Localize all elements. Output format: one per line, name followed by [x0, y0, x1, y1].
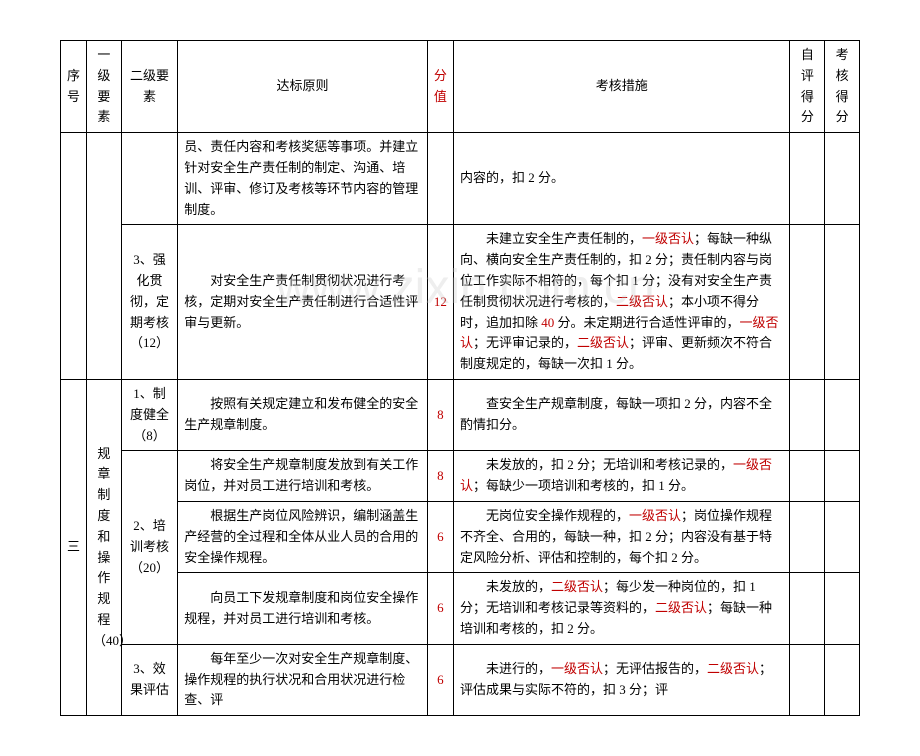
cell-level1: 规章制度和操作规程（40）: [87, 379, 122, 715]
cell-principle: 根据生产岗位风险辨识，编制涵盖生产经营的全过程和全体从业人员的合用的安全操作规程…: [178, 501, 428, 572]
cell-check: [825, 379, 860, 450]
cell-principle: 将安全生产规章制度发放到有关工作岗位，并对员工进行培训和考核。: [178, 451, 428, 502]
cell-self: [790, 451, 825, 502]
header-principle: 达标原则: [178, 41, 428, 133]
cell-seq: 三: [61, 379, 87, 715]
cell-level2: 3、强化贯彻，定期考核（12）: [121, 225, 177, 380]
cell-level2: 1、制度健全（8）: [121, 379, 177, 450]
table-row: 3、强化贯彻，定期考核（12） 对安全生产责任制贯彻状况进行考核，定期对安全生产…: [61, 225, 860, 380]
cell-measure: 未建立安全生产责任制的，一级否认；每缺一种纵向、横向安全生产责任制的，扣 2 分…: [453, 225, 790, 380]
table-row: 向员工下发规章制度和岗位安全操作规程，并对员工进行培训和考核。 6 未发放的，二…: [61, 573, 860, 644]
cell-measure: 未发放的，二级否认；每少发一种岗位的，扣 1 分；无培训和考核记录等资料的，二级…: [453, 573, 790, 644]
assessment-table: 序号 一级要素 二级要素 达标原则 分值 考核措施 自评得分 考核得分 员、责任…: [60, 40, 860, 716]
cell-measure: 查安全生产规章制度，每缺一项扣 2 分，内容不全酌情扣分。: [453, 379, 790, 450]
cell-principle: 员、责任内容和考核奖惩等事项。并建立针对安全生产责任制的制定、沟通、培训、评审、…: [178, 133, 428, 225]
cell-check: [825, 573, 860, 644]
cell-level2: 3、效果评估: [121, 644, 177, 715]
cell-principle: 对安全生产责任制贯彻状况进行考核，定期对安全生产责任制进行合适性评审与更新。: [178, 225, 428, 380]
cell-principle: 每年至少一次对安全生产规章制度、操作规程的执行状况和合用状况进行检查、评: [178, 644, 428, 715]
header-self-score: 自评得分: [790, 41, 825, 133]
header-level1: 一级要素: [87, 41, 122, 133]
cell-self: [790, 644, 825, 715]
cell-score: 6: [427, 501, 453, 572]
cell-self: [790, 573, 825, 644]
table-row: 三 规章制度和操作规程（40） 1、制度健全（8） 按照有关规定建立和发布健全的…: [61, 379, 860, 450]
cell-score: 6: [427, 644, 453, 715]
cell-check: [825, 133, 860, 225]
cell-self: [790, 133, 825, 225]
cell-level1: [87, 133, 122, 380]
header-check-score: 考核得分: [825, 41, 860, 133]
cell-principle: 向员工下发规章制度和岗位安全操作规程，并对员工进行培训和考核。: [178, 573, 428, 644]
cell-measure: 未发放的，扣 2 分；无培训和考核记录的，一级否认；每缺少一项培训和考核的，扣 …: [453, 451, 790, 502]
table-row: 2、培训考核（20） 将安全生产规章制度发放到有关工作岗位，并对员工进行培训和考…: [61, 451, 860, 502]
header-seq: 序号: [61, 41, 87, 133]
cell-self: [790, 379, 825, 450]
cell-measure: 未进行的，一级否认；无评估报告的，二级否认；评估成果与实际不符的，扣 3 分；评: [453, 644, 790, 715]
cell-check: [825, 451, 860, 502]
cell-self: [790, 501, 825, 572]
table-row: 3、效果评估 每年至少一次对安全生产规章制度、操作规程的执行状况和合用状况进行检…: [61, 644, 860, 715]
cell-score: 12: [427, 225, 453, 380]
cell-level2: 2、培训考核（20）: [121, 451, 177, 644]
header-level2: 二级要素: [121, 41, 177, 133]
cell-measure: 内容的，扣 2 分。: [453, 133, 790, 225]
table-row: 根据生产岗位风险辨识，编制涵盖生产经营的全过程和全体从业人员的合用的安全操作规程…: [61, 501, 860, 572]
header-measure: 考核措施: [453, 41, 790, 133]
cell-check: [825, 501, 860, 572]
cell-seq: [61, 133, 87, 380]
table-header-row: 序号 一级要素 二级要素 达标原则 分值 考核措施 自评得分 考核得分: [61, 41, 860, 133]
cell-score: 8: [427, 379, 453, 450]
cell-score: [427, 133, 453, 225]
cell-principle: 按照有关规定建立和发布健全的安全生产规章制度。: [178, 379, 428, 450]
header-score: 分值: [427, 41, 453, 133]
cell-level2: [121, 133, 177, 225]
cell-measure: 无岗位安全操作规程的，一级否认；岗位操作规程不齐全、合用的，每缺一种，扣 2 分…: [453, 501, 790, 572]
cell-check: [825, 225, 860, 380]
cell-score: 8: [427, 451, 453, 502]
cell-check: [825, 644, 860, 715]
table-row: 员、责任内容和考核奖惩等事项。并建立针对安全生产责任制的制定、沟通、培训、评审、…: [61, 133, 860, 225]
cell-score: 6: [427, 573, 453, 644]
cell-self: [790, 225, 825, 380]
